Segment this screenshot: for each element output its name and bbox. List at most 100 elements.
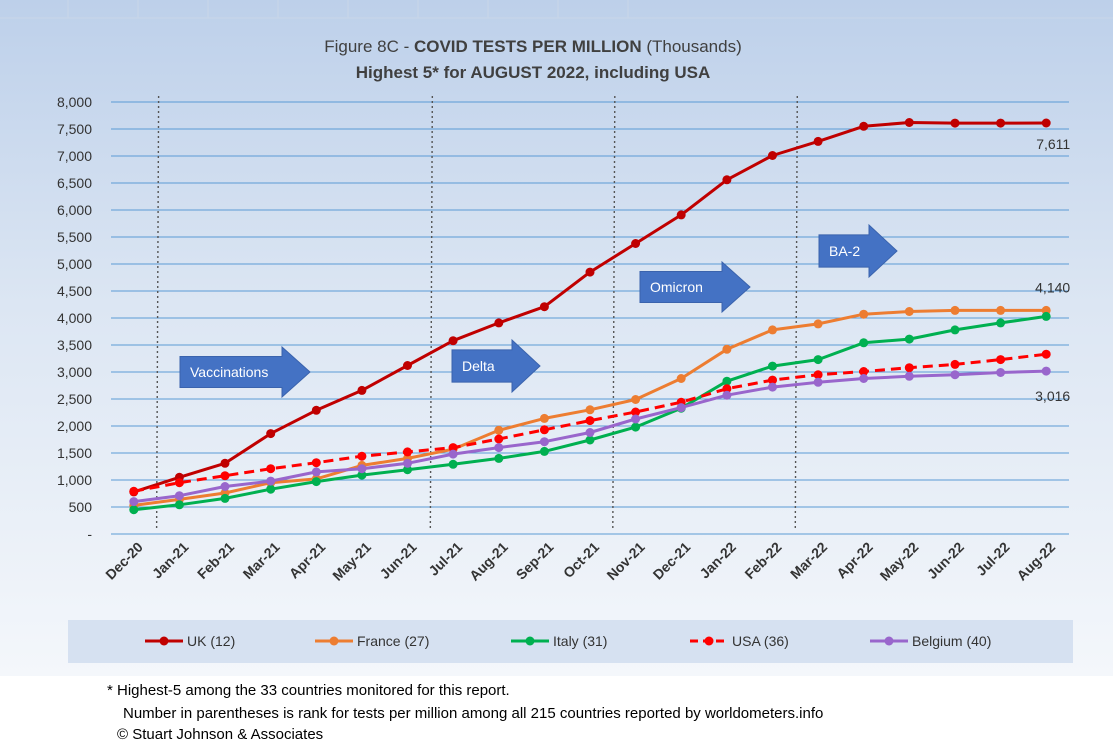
y-tick-label: 7,500 xyxy=(57,121,92,137)
footnote-line-1: * Highest-5 among the 33 countries monit… xyxy=(107,682,510,699)
data-point xyxy=(631,422,641,432)
line-chart: Figure 8C - COVID TESTS PER MILLION (Tho… xyxy=(0,0,1113,676)
data-point xyxy=(357,385,367,395)
annotation-arrow xyxy=(639,260,751,314)
chart-title: Figure 8C - COVID TESTS PER MILLION (Tho… xyxy=(324,37,742,56)
y-tick-label: 4,500 xyxy=(57,283,92,299)
y-tick-label: 2,000 xyxy=(57,418,92,434)
annotation-label: Vaccinations xyxy=(190,364,268,380)
y-tick-label: 3,500 xyxy=(57,337,92,353)
annotations: Vaccinations Delta Omicron BA-2 xyxy=(179,223,898,399)
data-point xyxy=(403,361,412,370)
data-point xyxy=(859,338,869,348)
data-label: 3,016 xyxy=(1035,388,1070,404)
top-gridlines xyxy=(0,0,1113,19)
data-point xyxy=(859,374,869,383)
data-point xyxy=(129,497,139,507)
legend-label: Italy (31) xyxy=(553,633,607,649)
data-point xyxy=(311,467,321,477)
data-point xyxy=(950,118,960,128)
data-point xyxy=(768,325,777,335)
y-tick-label: 7,000 xyxy=(57,148,92,164)
data-point xyxy=(859,309,869,319)
data-point xyxy=(539,425,549,435)
legend-swatch-marker xyxy=(525,636,535,646)
legend-label: UK (12) xyxy=(187,633,235,649)
data-point xyxy=(585,428,595,437)
data-point xyxy=(220,493,230,503)
data-point xyxy=(996,368,1006,377)
data-point xyxy=(631,414,641,424)
y-tick-label: 6,500 xyxy=(57,175,92,191)
data-point xyxy=(1041,311,1051,321)
data-point xyxy=(585,267,595,277)
data-point xyxy=(904,307,914,316)
data-point xyxy=(266,476,276,486)
y-tick-label: 1,000 xyxy=(57,472,92,488)
data-point xyxy=(494,453,504,463)
data-point xyxy=(311,405,321,415)
series-layer xyxy=(129,118,1051,515)
legend-label: USA (36) xyxy=(732,633,789,649)
data-point xyxy=(768,361,777,371)
data-point xyxy=(448,336,458,346)
data-point xyxy=(494,443,504,453)
legend-swatch-marker xyxy=(884,636,894,646)
annotation-label: Delta xyxy=(462,358,495,374)
data-point xyxy=(768,375,777,385)
data-label: 7,611 xyxy=(1036,136,1070,152)
y-axis: - 500 1,000 1,500 2,000 2,500 3,000 3,500 4,000 4… xyxy=(57,94,92,542)
data-point xyxy=(859,121,869,131)
legend-swatch-marker xyxy=(159,636,169,646)
data-point xyxy=(539,302,549,312)
data-point xyxy=(631,239,641,248)
y-tick-label: 500 xyxy=(69,499,93,515)
data-point xyxy=(174,491,184,501)
data-point xyxy=(950,370,960,380)
data-point xyxy=(1041,118,1051,128)
legend-label: France (27) xyxy=(357,633,429,649)
data-point xyxy=(768,382,777,392)
data-point xyxy=(266,464,276,474)
data-point xyxy=(403,465,412,475)
legend-swatch-marker xyxy=(329,636,339,646)
gridlines xyxy=(111,101,1069,535)
y-tick-label: 5,500 xyxy=(57,229,92,245)
y-tick-label: 8,000 xyxy=(57,94,92,110)
data-point xyxy=(494,425,504,435)
data-point xyxy=(1041,366,1051,376)
data-point xyxy=(996,355,1006,365)
data-point xyxy=(904,118,914,127)
data-point xyxy=(129,486,139,496)
data-point xyxy=(996,118,1006,128)
y-tick-label: 5,000 xyxy=(57,256,92,272)
data-point xyxy=(813,377,823,387)
annotation-label: Omicron xyxy=(650,279,703,295)
data-point xyxy=(631,407,641,417)
data-point xyxy=(220,482,230,491)
data-point xyxy=(357,451,367,461)
data-point xyxy=(950,305,960,315)
data-point xyxy=(1041,349,1051,359)
y-tick-label: 2,500 xyxy=(57,391,92,407)
vertical-marker xyxy=(612,95,616,531)
data-point xyxy=(585,416,595,426)
y-tick-label: 1,500 xyxy=(57,445,92,461)
data-point xyxy=(813,319,823,329)
data-point xyxy=(494,318,504,328)
vertical-marker xyxy=(794,95,798,531)
data-point xyxy=(448,443,458,453)
y-tick-label: - xyxy=(87,526,92,542)
data-point xyxy=(448,449,458,459)
data-point xyxy=(722,384,732,394)
data-point xyxy=(539,413,549,423)
data-point xyxy=(859,367,869,376)
footnote-line-2: Number in parentheses is rank for tests … xyxy=(123,705,824,722)
annotation-arrow xyxy=(818,223,898,279)
data-point xyxy=(220,458,230,468)
legend-swatch-marker xyxy=(704,636,714,646)
data-point xyxy=(448,459,458,469)
data-point xyxy=(813,355,823,365)
chart-area: Figure 8C - COVID TESTS PER MILLION (Tho… xyxy=(0,0,1113,676)
y-tick-label: 6,000 xyxy=(57,202,92,218)
